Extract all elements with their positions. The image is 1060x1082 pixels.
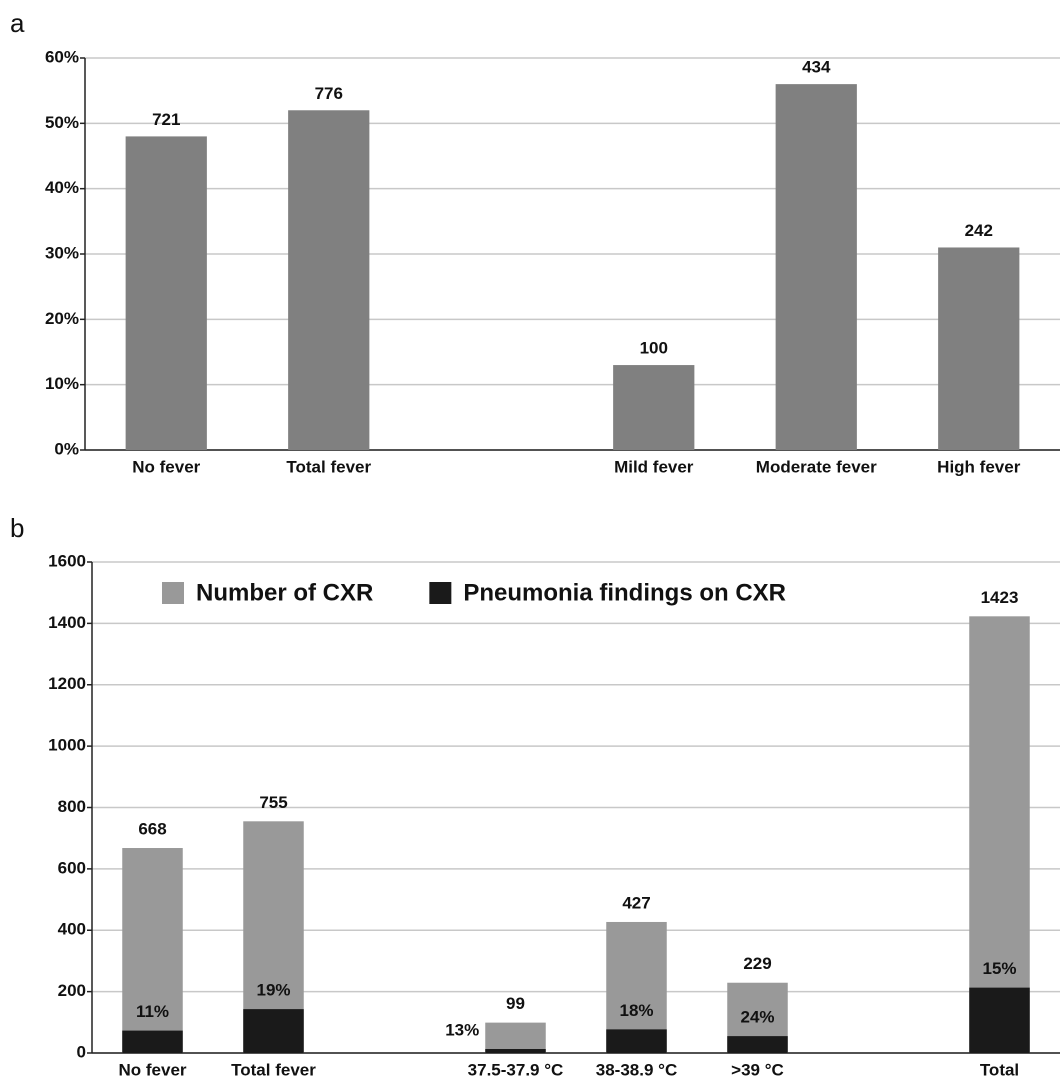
count-label: 434 xyxy=(802,58,831,77)
legend-swatch xyxy=(429,582,452,604)
bar xyxy=(613,365,695,450)
count-label: 776 xyxy=(315,84,343,103)
panel-label: b xyxy=(10,513,24,543)
bar xyxy=(606,1029,667,1053)
panel-label: a xyxy=(10,8,25,38)
y-tick-label: 400 xyxy=(58,920,86,939)
bar xyxy=(727,1036,788,1053)
y-tick-label: 10% xyxy=(45,374,79,393)
value-label: 1423 xyxy=(981,588,1019,607)
x-tick-label: 37.5-37.9 °C xyxy=(468,1060,564,1079)
x-tick-label: No fever xyxy=(132,457,200,476)
x-tick-label: No fever xyxy=(118,1060,186,1079)
bar xyxy=(122,848,183,1053)
y-tick-label: 600 xyxy=(58,858,86,877)
share-label: 13% xyxy=(445,1020,479,1039)
share-label: 11% xyxy=(136,1002,169,1021)
bar xyxy=(125,136,207,450)
x-tick-label: >39 °C xyxy=(731,1060,784,1079)
value-label: 755 xyxy=(259,793,287,812)
bar xyxy=(243,1009,304,1053)
y-tick-label: 30% xyxy=(45,243,79,262)
value-label: 668 xyxy=(138,819,166,838)
y-tick-label: 20% xyxy=(45,309,79,328)
y-tick-label: 50% xyxy=(45,113,79,132)
value-label: 229 xyxy=(743,954,771,973)
count-label: 721 xyxy=(152,110,180,129)
x-tick-label: Total fever xyxy=(231,1060,316,1079)
share-label: 18% xyxy=(619,1001,653,1020)
y-tick-label: 1200 xyxy=(48,674,86,693)
x-tick-label: High fever xyxy=(937,457,1021,476)
bar xyxy=(122,1030,183,1053)
bar xyxy=(969,616,1030,1053)
legend-label: Pneumonia findings on CXR xyxy=(463,579,786,606)
value-label: 427 xyxy=(622,893,650,912)
bar xyxy=(485,1022,546,1053)
share-label: 24% xyxy=(740,1008,774,1027)
share-label: 15% xyxy=(982,959,1016,978)
share-label: 19% xyxy=(256,981,290,1000)
bar xyxy=(969,987,1030,1053)
value-label: 99 xyxy=(506,994,525,1013)
bar xyxy=(288,110,370,451)
y-tick-label: 1400 xyxy=(48,613,86,632)
x-tick-label: Mild fever xyxy=(614,457,694,476)
y-tick-label: 1600 xyxy=(48,551,86,570)
x-tick-label: Total fever xyxy=(286,457,371,476)
y-tick-label: 800 xyxy=(58,797,86,816)
bar xyxy=(938,247,1020,450)
bar xyxy=(485,1049,546,1053)
y-tick-label: 0% xyxy=(54,439,79,458)
x-tick-label: Moderate fever xyxy=(756,457,877,476)
legend-label: Number of CXR xyxy=(196,579,373,606)
x-tick-label: 38-38.9 °C xyxy=(596,1060,677,1079)
y-tick-label: 60% xyxy=(45,47,79,66)
y-tick-label: 200 xyxy=(58,981,86,1000)
y-tick-label: 0 xyxy=(77,1042,86,1061)
bar xyxy=(775,84,857,450)
legend-swatch xyxy=(162,582,184,604)
y-tick-label: 1000 xyxy=(48,736,86,755)
y-tick-label: 40% xyxy=(45,178,79,197)
count-label: 242 xyxy=(965,221,993,240)
count-label: 100 xyxy=(640,339,668,358)
x-tick-label: Total xyxy=(980,1060,1019,1079)
